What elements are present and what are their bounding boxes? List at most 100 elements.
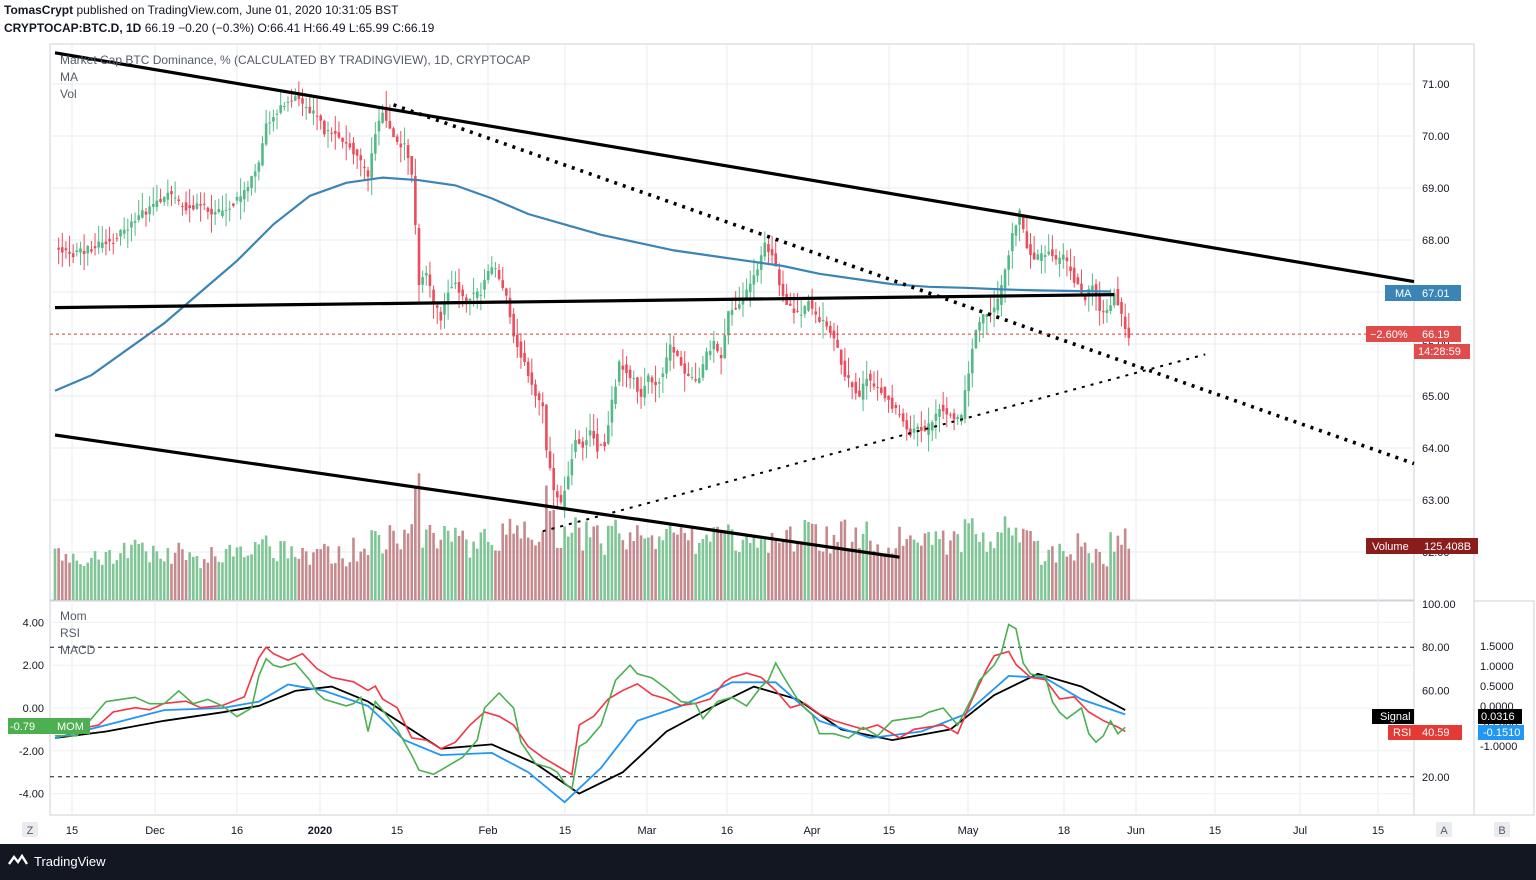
candle-body bbox=[261, 143, 264, 166]
timezone-button-label[interactable]: Z bbox=[27, 825, 34, 837]
volume-bar bbox=[596, 525, 599, 600]
candle-body bbox=[581, 441, 585, 448]
volume-bar bbox=[326, 546, 330, 600]
candle-body bbox=[370, 153, 373, 178]
symbol[interactable]: CRYPTOCAP:BTC.D, 1D bbox=[4, 21, 142, 35]
right-macd-axis[interactable] bbox=[1473, 600, 1535, 816]
trend-line[interactable] bbox=[542, 353, 1206, 533]
candle-body bbox=[832, 330, 836, 339]
volume-bar bbox=[1098, 551, 1101, 600]
candle-body bbox=[242, 190, 246, 200]
signal-name-label[interactable]: Signal bbox=[1372, 709, 1414, 724]
trend-line[interactable] bbox=[54, 51, 1415, 284]
volume-bar bbox=[799, 541, 803, 600]
auto-scale-button[interactable]: A bbox=[1436, 822, 1452, 837]
volume-bar bbox=[803, 520, 807, 600]
price-tick-label: 65.00 bbox=[1422, 391, 1450, 403]
rsi-line[interactable] bbox=[54, 645, 1126, 776]
candle-body bbox=[108, 238, 111, 242]
volume-bar bbox=[734, 550, 737, 600]
candle-body bbox=[727, 311, 730, 336]
volume-axis-label[interactable]: Volume 125.408B bbox=[1366, 538, 1478, 554]
candle-body bbox=[548, 451, 552, 469]
volume-bar bbox=[559, 547, 563, 600]
author[interactable]: TomasCrypt bbox=[4, 3, 74, 17]
candle-body bbox=[68, 251, 71, 254]
countdown-axis-label[interactable]: 14:28:59 bbox=[1414, 344, 1470, 359]
candle-body bbox=[537, 393, 541, 401]
log-scale-button-label[interactable]: B bbox=[1498, 825, 1505, 837]
volume-bar bbox=[1054, 562, 1058, 600]
candle-body bbox=[778, 269, 781, 286]
volume-bar bbox=[960, 552, 963, 600]
volume-bar bbox=[315, 548, 319, 600]
macd-tick-label: -1.0000 bbox=[1480, 741, 1517, 753]
candle-body bbox=[93, 246, 97, 249]
candle-body bbox=[836, 339, 839, 348]
mom-axis-label[interactable]: -0.79 MOM bbox=[8, 718, 90, 734]
volume-bar bbox=[668, 523, 672, 600]
volume-bar bbox=[1080, 546, 1083, 600]
volume-bar bbox=[133, 539, 137, 600]
volume-bar bbox=[97, 559, 100, 600]
volume-bar bbox=[308, 564, 312, 600]
volume-bar bbox=[1040, 564, 1043, 600]
candle-body bbox=[457, 282, 461, 293]
volume-bar bbox=[781, 542, 785, 600]
trend-line[interactable] bbox=[392, 103, 1415, 466]
timezone-button[interactable]: Z bbox=[22, 822, 38, 837]
ma-axis-label-bg bbox=[1385, 285, 1461, 301]
auto-scale-button-bg[interactable] bbox=[1436, 822, 1452, 837]
volume-bar bbox=[869, 540, 872, 600]
trend-line[interactable] bbox=[54, 433, 900, 559]
macd-value-label[interactable]: -0.1510 bbox=[1478, 725, 1524, 740]
candle-body bbox=[421, 277, 424, 285]
volume-bar bbox=[501, 523, 505, 600]
volume-bar bbox=[796, 541, 799, 600]
volume-bar bbox=[818, 550, 821, 600]
volume-bar bbox=[992, 548, 996, 600]
candle-body bbox=[283, 105, 286, 107]
candle-body bbox=[625, 364, 628, 374]
x-tick-label: 15 bbox=[1209, 825, 1221, 837]
macd-line[interactable] bbox=[54, 674, 1126, 804]
mom-line[interactable] bbox=[55, 623, 1126, 791]
volume-bar bbox=[730, 529, 734, 600]
candle-body bbox=[450, 287, 454, 289]
rsi-value-label[interactable]: 40.59 bbox=[1414, 725, 1462, 740]
candle-body bbox=[414, 175, 417, 225]
volume-bar bbox=[1116, 535, 1120, 600]
candle-body bbox=[312, 110, 315, 114]
volume-bar bbox=[1003, 516, 1007, 600]
candle-body bbox=[781, 283, 785, 296]
auto-scale-button-label[interactable]: A bbox=[1440, 825, 1448, 837]
volume-bar bbox=[945, 554, 949, 600]
trading-chart[interactable]: 15 Dec 16 2020 15 Feb 15 Mar 16 Apr 15 May 18 Jun 15 Ju… bbox=[0, 0, 1536, 844]
log-scale-button[interactable]: B bbox=[1494, 822, 1510, 837]
volume-bar bbox=[188, 552, 191, 600]
price-tick-label: 63.00 bbox=[1422, 495, 1450, 507]
right-price-axis[interactable] bbox=[1413, 43, 1475, 816]
last-value: 66.19 bbox=[144, 21, 175, 35]
x-tick-label: 15 bbox=[391, 825, 403, 837]
rsi-name-label[interactable]: RSI bbox=[1388, 725, 1414, 740]
ma-axis-label[interactable]: MA 67.01 bbox=[1385, 285, 1461, 301]
candle-body bbox=[679, 357, 683, 366]
signal-value-label[interactable]: 0.0316 bbox=[1478, 709, 1522, 724]
candle-body bbox=[348, 143, 352, 148]
candle-body bbox=[858, 390, 861, 397]
volume-bar bbox=[457, 535, 461, 600]
footer-brand[interactable]: TradingView bbox=[34, 854, 106, 869]
mom-axis-label-bg bbox=[8, 718, 90, 734]
volume-bar bbox=[388, 525, 392, 600]
log-scale-button-bg[interactable] bbox=[1494, 822, 1510, 837]
candle-body bbox=[406, 145, 410, 159]
candle-body bbox=[454, 282, 457, 284]
volume-bar bbox=[512, 533, 515, 600]
last-price-axis-label[interactable]: −2.60% 66.19 bbox=[1366, 326, 1461, 342]
candle-body bbox=[1036, 254, 1040, 260]
candle-body bbox=[1029, 244, 1032, 255]
moving-average-line[interactable] bbox=[54, 176, 1111, 392]
candle-body bbox=[505, 288, 508, 296]
timezone-button-bg[interactable] bbox=[22, 822, 38, 837]
